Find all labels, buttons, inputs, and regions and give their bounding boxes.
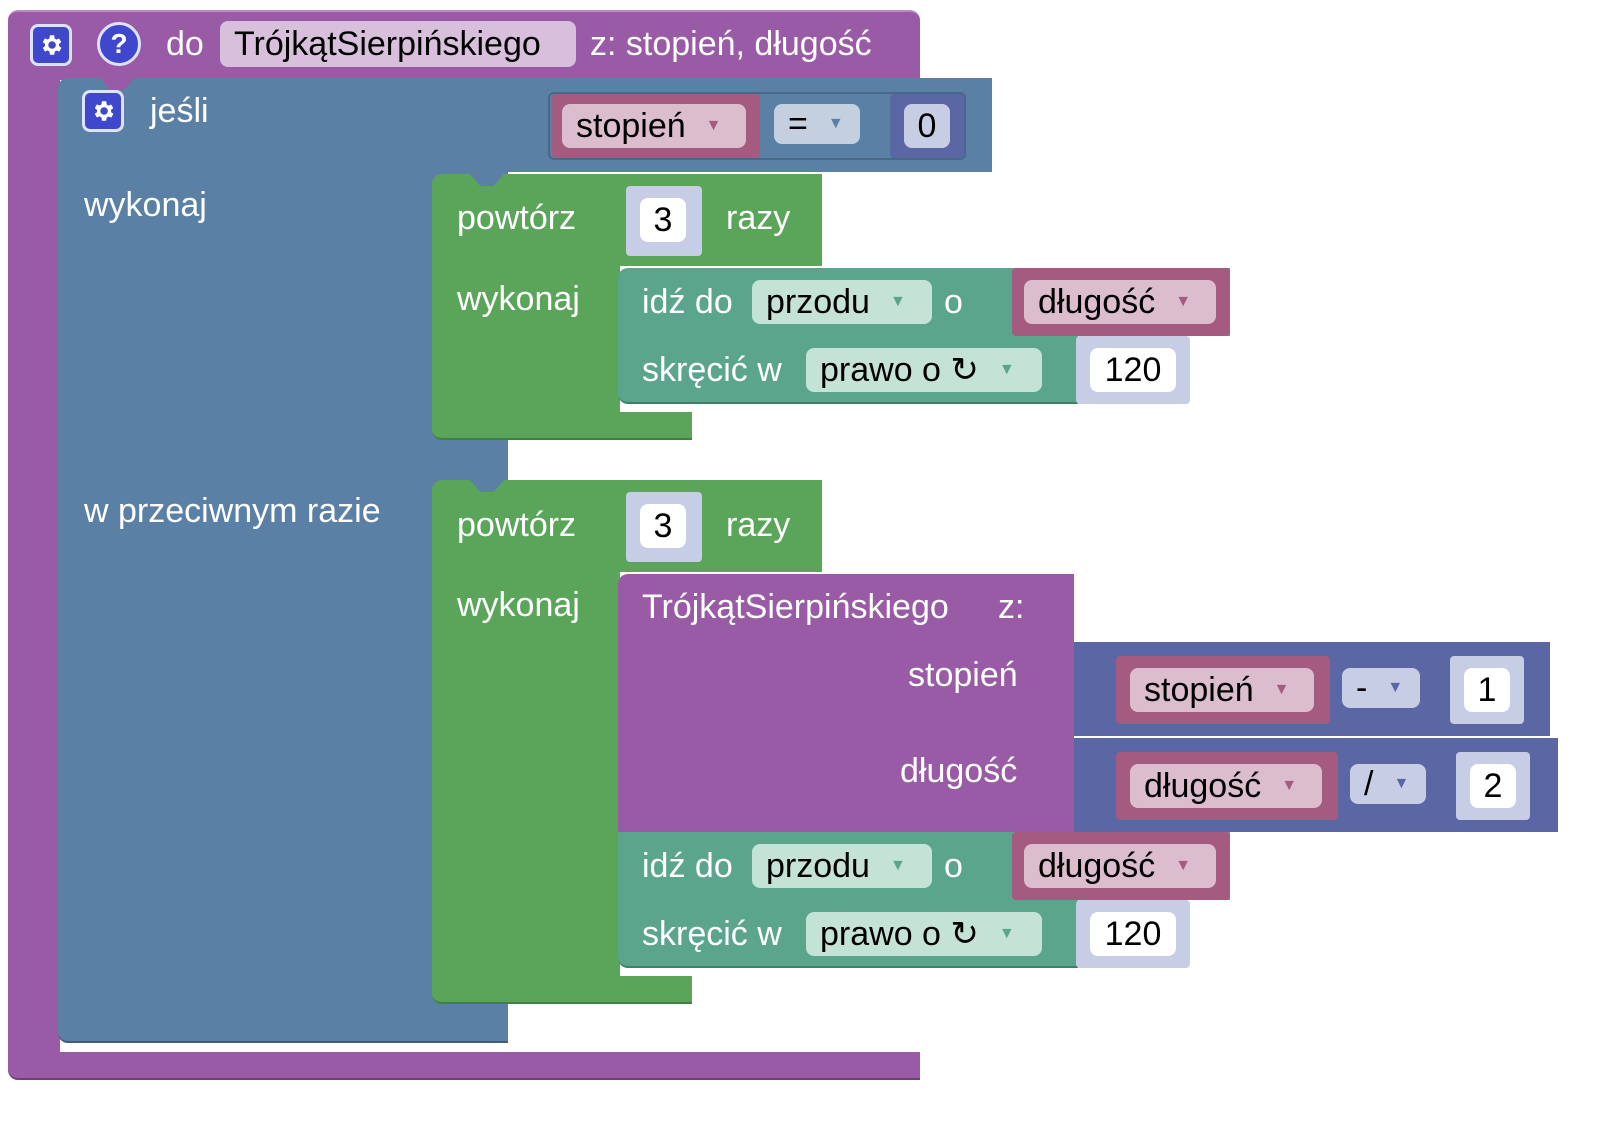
dropdown-arrow-icon: ▼ bbox=[889, 857, 906, 874]
turn-label: skręcić w bbox=[642, 915, 782, 953]
operator-symbol: = bbox=[788, 105, 808, 143]
variable-name: stopień bbox=[576, 107, 686, 145]
dropdown-arrow-icon: ▼ bbox=[705, 117, 722, 134]
dropdown-arrow-icon: ▼ bbox=[1175, 857, 1192, 874]
move-label: idź do bbox=[642, 847, 733, 885]
repeat-count-field[interactable]: 3 bbox=[640, 198, 686, 242]
procedure-params: z: stopień, długość bbox=[590, 25, 872, 63]
direction-value: przodu bbox=[766, 847, 870, 885]
procedure-call-block[interactable] bbox=[618, 574, 1074, 832]
dropdown-arrow-icon: ▼ bbox=[1281, 777, 1298, 794]
repeat-times-label: razy bbox=[726, 199, 791, 237]
variable-dropdown-dlugosc[interactable]: długość ▼ bbox=[1024, 280, 1216, 324]
dropdown-arrow-icon: ▼ bbox=[1387, 679, 1404, 696]
operator-dropdown-equals[interactable]: = ▼ bbox=[774, 104, 860, 144]
argument-label-stopien: stopień bbox=[908, 656, 1018, 694]
repeat-block-then-spine bbox=[432, 264, 620, 440]
dropdown-arrow-icon: ▼ bbox=[1273, 681, 1290, 698]
procedure-call-with: z: bbox=[998, 588, 1025, 626]
turn-angle-value: 120 bbox=[1104, 915, 1162, 953]
number-field[interactable]: 2 bbox=[1470, 764, 1516, 808]
turn-angle-field[interactable]: 120 bbox=[1090, 912, 1176, 956]
repeat-notch bbox=[470, 480, 504, 492]
gear-icon[interactable] bbox=[82, 90, 124, 132]
repeat-count-value: 3 bbox=[653, 507, 673, 545]
procedure-block-spine bbox=[8, 78, 60, 1078]
variable-name: długość bbox=[1038, 847, 1156, 885]
dropdown-arrow-icon: ▼ bbox=[998, 925, 1015, 942]
turn-label: skręcić w bbox=[642, 351, 782, 389]
variable-dropdown-dlugosc[interactable]: długość ▼ bbox=[1130, 764, 1322, 808]
repeat-block-else-bottom bbox=[432, 976, 692, 1004]
turn-direction-value: prawo o ↻ bbox=[820, 915, 979, 953]
variable-name: długość bbox=[1144, 767, 1262, 805]
gear-icon[interactable] bbox=[30, 24, 72, 66]
move-by-label: o bbox=[944, 847, 963, 885]
number-field[interactable]: 0 bbox=[904, 104, 950, 148]
operator-symbol: - bbox=[1356, 669, 1368, 707]
variable-dropdown-dlugosc[interactable]: długość ▼ bbox=[1024, 844, 1216, 888]
repeat-label: powtórz bbox=[457, 506, 577, 544]
dropdown-arrow-icon: ▼ bbox=[998, 361, 1015, 378]
turn-direction-value: prawo o ↻ bbox=[820, 351, 979, 389]
turn-angle-field[interactable]: 120 bbox=[1090, 348, 1176, 392]
procedure-name: TrójkątSierpińskiego bbox=[234, 25, 541, 63]
turn-angle-value: 120 bbox=[1104, 351, 1162, 389]
direction-dropdown-forward[interactable]: przodu ▼ bbox=[752, 280, 932, 324]
repeat-block-then-bottom bbox=[432, 412, 692, 440]
variable-dropdown-stopien[interactable]: stopień ▼ bbox=[1130, 668, 1314, 712]
procedure-keyword: do bbox=[166, 25, 204, 63]
if-block-notch bbox=[100, 78, 134, 90]
procedure-call-name: TrójkątSierpińskiego bbox=[642, 588, 949, 626]
operator-dropdown-divide[interactable]: / ▼ bbox=[1350, 764, 1426, 804]
variable-dropdown-stopien[interactable]: stopień ▼ bbox=[562, 104, 746, 148]
turn-direction-dropdown[interactable]: prawo o ↻ ▼ bbox=[806, 912, 1042, 956]
dropdown-arrow-icon: ▼ bbox=[889, 293, 906, 310]
help-icon[interactable]: ? bbox=[97, 22, 141, 66]
dropdown-arrow-icon: ▼ bbox=[827, 115, 844, 132]
if-do-label: wykonaj bbox=[84, 186, 207, 224]
operator-dropdown-minus[interactable]: - ▼ bbox=[1342, 668, 1420, 708]
else-label: w przeciwnym razie bbox=[84, 492, 381, 530]
argument-label-dlugosc: długość bbox=[900, 752, 1018, 790]
variable-name: stopień bbox=[1144, 671, 1254, 709]
dropdown-arrow-icon: ▼ bbox=[1175, 293, 1192, 310]
move-by-label: o bbox=[944, 283, 963, 321]
variable-name: długość bbox=[1038, 283, 1156, 321]
number-value: 2 bbox=[1483, 767, 1503, 805]
repeat-notch bbox=[470, 174, 504, 186]
repeat-count-field[interactable]: 3 bbox=[640, 504, 686, 548]
number-value: 1 bbox=[1477, 671, 1497, 709]
if-label: jeśli bbox=[150, 92, 209, 130]
move-label: idź do bbox=[642, 283, 733, 321]
number-value: 0 bbox=[917, 107, 937, 145]
dropdown-arrow-icon: ▼ bbox=[1393, 775, 1410, 792]
direction-dropdown-forward[interactable]: przodu ▼ bbox=[752, 844, 932, 888]
repeat-do-label: wykonaj bbox=[457, 586, 580, 624]
repeat-count-value: 3 bbox=[653, 201, 673, 239]
procedure-name-field[interactable]: TrójkątSierpińskiego bbox=[220, 21, 576, 67]
direction-value: przodu bbox=[766, 283, 870, 321]
repeat-times-label: razy bbox=[726, 506, 791, 544]
repeat-do-label: wykonaj bbox=[457, 280, 580, 318]
compare-plug bbox=[534, 110, 548, 140]
procedure-block-bottom-bar bbox=[8, 1052, 920, 1080]
number-field[interactable]: 1 bbox=[1464, 668, 1510, 712]
operator-symbol: / bbox=[1364, 765, 1374, 803]
turn-direction-dropdown[interactable]: prawo o ↻ ▼ bbox=[806, 348, 1042, 392]
repeat-label: powtórz bbox=[457, 199, 577, 237]
repeat-block-else-spine bbox=[432, 570, 620, 1004]
